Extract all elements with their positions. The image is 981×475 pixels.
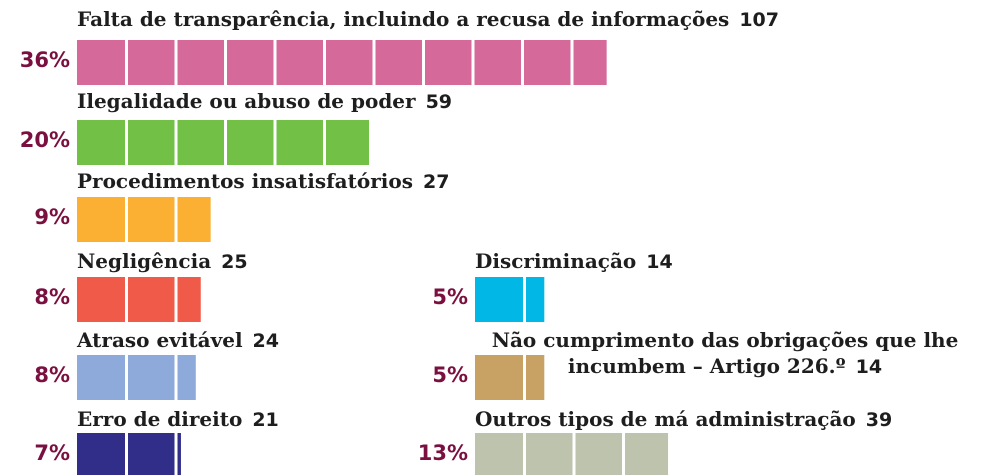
count-label: 14 xyxy=(646,251,673,273)
count-label: 24 xyxy=(252,330,279,352)
category-name: Negligência xyxy=(77,249,212,273)
category-name: Ilegalidade ou abuso de poder xyxy=(77,89,416,113)
category-name: Falta de transparência, incluindo a recu… xyxy=(77,7,730,31)
bar xyxy=(475,355,545,400)
count-label: 59 xyxy=(425,91,453,113)
percent-label: 8% xyxy=(34,285,70,309)
category-name: Erro de direito xyxy=(77,407,243,431)
category-label: Erro de direito 21 xyxy=(77,406,279,433)
category-label: Discriminação 14 xyxy=(475,248,673,275)
bar xyxy=(77,40,607,85)
percent-label: 8% xyxy=(34,363,70,387)
bar xyxy=(77,197,211,242)
count-label: 39 xyxy=(865,409,893,431)
count-label: 21 xyxy=(252,409,279,431)
category-name: Não cumprimento das obrigações que lhe i… xyxy=(491,328,959,378)
count-label: 27 xyxy=(422,171,450,193)
category-label: Negligência 25 xyxy=(77,248,248,275)
category-label: Atraso evitável 24 xyxy=(77,327,279,354)
bar xyxy=(77,433,181,475)
category-label: Procedimentos insatisfatórios 27 xyxy=(77,168,449,195)
percent-label: 9% xyxy=(34,205,70,229)
category-name: Procedimentos insatisfatórios xyxy=(77,169,413,193)
count-label: 14 xyxy=(855,356,883,378)
count-label: 107 xyxy=(739,9,779,31)
percent-label: 20% xyxy=(19,128,70,152)
category-name: Outros tipos de má administração xyxy=(475,407,856,431)
percent-label: 7% xyxy=(34,441,70,465)
percent-label: 5% xyxy=(432,285,468,309)
percent-label: 36% xyxy=(19,48,70,72)
count-label: 25 xyxy=(221,251,248,273)
category-label: Outros tipos de má administração 39 xyxy=(475,406,892,433)
bar xyxy=(77,355,196,400)
percent-label: 13% xyxy=(417,441,468,465)
category-label: Falta de transparência, incluindo a recu… xyxy=(77,6,779,33)
percent-label: 5% xyxy=(432,363,468,387)
category-name: Atraso evitável xyxy=(77,328,243,352)
category-name: Discriminação xyxy=(475,249,637,273)
category-label: Ilegalidade ou abuso de poder 59 xyxy=(77,88,452,115)
bar xyxy=(475,433,669,475)
bar xyxy=(77,277,201,322)
bar xyxy=(475,277,545,322)
category-label: Não cumprimento das obrigações que lhe i… xyxy=(475,327,975,380)
